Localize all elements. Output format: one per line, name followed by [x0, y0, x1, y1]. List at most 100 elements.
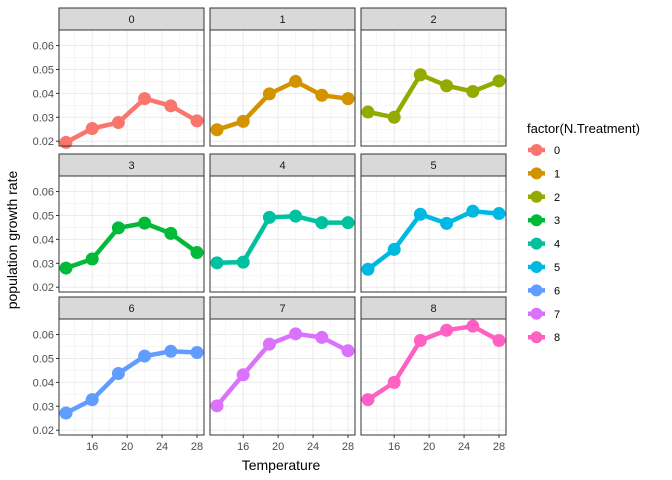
data-point: [210, 399, 224, 413]
panel-border: [58, 175, 205, 293]
legend-label: 3: [554, 215, 560, 227]
legend-key-point: [530, 190, 543, 203]
legend-items: 0 1 2 3 4 5 6 7 8: [528, 144, 560, 344]
facet-panel-6: 6: [58, 296, 205, 436]
facet-panel-3: 3: [58, 153, 205, 293]
data-point: [85, 122, 99, 136]
panel-border: [360, 318, 507, 436]
data-point: [236, 114, 250, 128]
legend-key-point: [530, 261, 543, 273]
facet-panel-4: 4: [209, 153, 356, 293]
data-point: [85, 252, 99, 266]
facet-panels: 0 1 2 3 4 5 6 7 8: [58, 7, 507, 436]
data-point: [111, 116, 125, 130]
data-point: [190, 246, 204, 260]
y-tick-label: 0.05: [33, 210, 54, 222]
panel-background: [210, 319, 355, 435]
data-point: [138, 92, 152, 106]
data-point: [466, 319, 480, 333]
legend-item-6: 6: [528, 284, 560, 297]
y-tick-label: 0.04: [33, 377, 54, 389]
legend-item-8: 8: [528, 331, 560, 344]
x-tick-label: 16: [388, 441, 400, 453]
data-point: [190, 114, 204, 128]
panel-background: [59, 176, 204, 292]
y-axis-title: population growth rate: [4, 171, 20, 310]
x-tick-label: 28: [342, 441, 354, 453]
legend-label: 4: [554, 239, 560, 251]
y-tick-label: 0.02: [33, 282, 54, 294]
legend-item-7: 7: [528, 307, 560, 321]
data-point: [289, 327, 303, 341]
panel-background: [59, 319, 204, 435]
data-point: [59, 406, 73, 420]
data-point: [111, 221, 125, 235]
legend-label: 0: [554, 145, 560, 157]
data-point: [210, 256, 224, 270]
facet-strip-label: 4: [279, 160, 285, 172]
data-point: [315, 330, 329, 344]
x-tick-label: 24: [307, 441, 319, 453]
data-point: [440, 79, 454, 93]
data-point: [164, 226, 178, 240]
y-tick-label: 0.04: [33, 234, 54, 246]
data-point: [210, 123, 224, 137]
y-tick-label: 0.02: [33, 136, 54, 148]
data-point: [164, 99, 178, 113]
data-point: [440, 216, 454, 230]
y-tick-label: 0.02: [33, 425, 54, 437]
y-axes: 0.02 0.03 0.04 0.05 0.06 0.02 0.03 0.04 0.05 0.06…: [33, 41, 59, 437]
legend-item-3: 3: [528, 214, 560, 227]
legend-key-point: [530, 214, 543, 227]
legend: factor(N.Treatment) 0 1 2 3 4 5 6 7 8: [527, 121, 640, 344]
data-point: [315, 88, 329, 102]
facet-strip-label: 2: [430, 14, 436, 26]
x-tick-label: 28: [191, 441, 203, 453]
facet-strip-label: 6: [128, 303, 134, 315]
panel-background: [59, 30, 204, 146]
facet-panel-5: 5: [360, 153, 507, 293]
legend-key-point: [530, 237, 543, 250]
legend-title: factor(N.Treatment): [527, 121, 640, 136]
facet-strip-label: 5: [430, 160, 436, 172]
panel-background: [361, 176, 506, 292]
panel-border: [58, 318, 205, 436]
data-point: [236, 368, 250, 382]
data-point: [262, 87, 276, 101]
x-tick-label: 20: [423, 441, 435, 453]
facet-panel-0: 0: [58, 7, 205, 149]
data-point: [466, 84, 480, 98]
x-tick-label: 20: [121, 441, 133, 453]
data-point: [387, 110, 401, 124]
data-point: [361, 105, 375, 119]
data-point: [341, 216, 355, 230]
legend-item-1: 1: [528, 167, 560, 180]
data-point: [289, 209, 303, 223]
y-tick-label: 0.05: [33, 64, 54, 76]
data-point: [289, 74, 303, 88]
facet-panel-8: 8: [360, 296, 507, 436]
y-tick-label: 0.04: [33, 88, 54, 100]
y-tick-label: 0.05: [33, 353, 54, 365]
legend-label: 6: [554, 285, 560, 297]
legend-key-point: [530, 144, 543, 156]
data-point: [492, 207, 506, 221]
panel-border: [360, 175, 507, 293]
legend-label: 2: [554, 192, 560, 204]
legend-label: 5: [554, 262, 560, 274]
data-point: [138, 349, 152, 363]
data-point: [262, 337, 276, 351]
data-point: [262, 210, 276, 224]
data-point: [413, 334, 427, 348]
facet-strip-label: 0: [128, 14, 134, 26]
legend-item-4: 4: [528, 237, 560, 251]
data-point: [492, 334, 506, 348]
legend-key-point: [530, 167, 543, 180]
data-point: [413, 68, 427, 82]
panel-border: [360, 29, 507, 147]
data-point: [341, 344, 355, 358]
x-tick-label: 16: [237, 441, 249, 453]
facet-panel-1: 1: [209, 7, 356, 147]
legend-label: 1: [554, 168, 560, 180]
